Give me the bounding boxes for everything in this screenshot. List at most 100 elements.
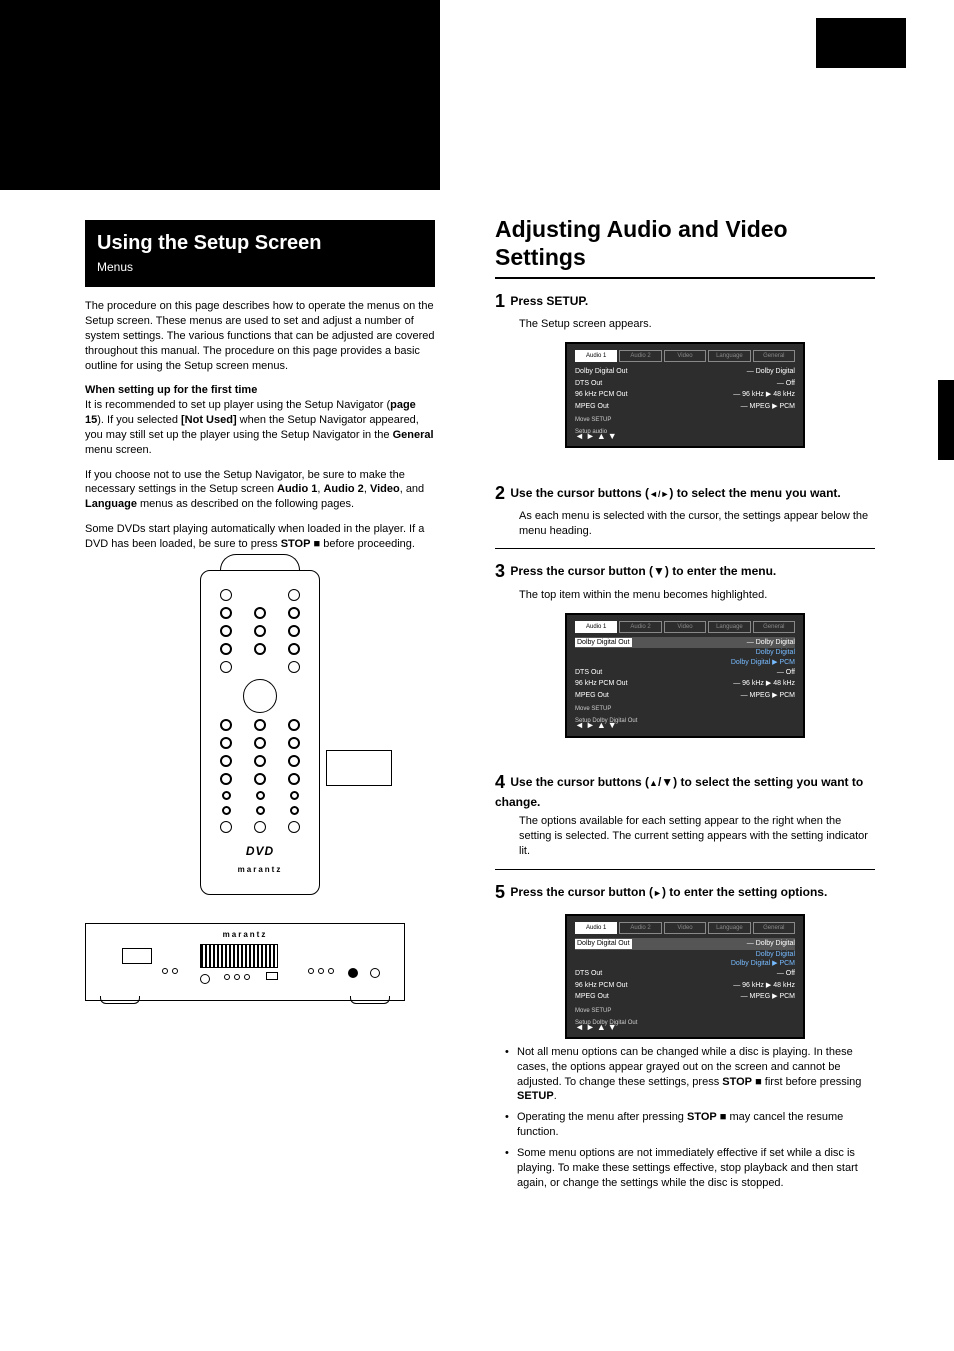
step-2-body: As each menu is selected with the cursor… <box>495 509 875 539</box>
list-item: Operating the menu after pressing STOP ■… <box>517 1110 875 1140</box>
screen-tab: Audio 2 <box>619 922 661 934</box>
text: ■ before proceeding. <box>310 538 415 550</box>
section-subtitle: Menus <box>97 259 423 275</box>
text: ) to select the menu you want. <box>669 486 840 500</box>
screen-row: 96 kHz PCM Out— 96 kHz ▶ 48 kHz <box>575 678 795 689</box>
text: . <box>554 1090 557 1102</box>
page-corner-tab <box>816 18 906 68</box>
screen-tab: Video <box>664 621 706 633</box>
nav-icons: ◄►▲▼ <box>575 1021 619 1033</box>
step-2-head: 2 Use the cursor buttons () to select th… <box>495 481 875 505</box>
section-title: Using the Setup Screen <box>97 230 423 257</box>
arrow-lr-icon <box>649 486 669 500</box>
screen-row: DTS Out— Off <box>575 968 795 979</box>
button-ref: STOP <box>722 1076 752 1088</box>
text: , and <box>400 483 424 495</box>
screen-tab: Audio 2 <box>619 621 661 633</box>
intro-paragraph: The procedure on this page describes how… <box>85 299 435 373</box>
screen-option: Dolby Digital ▶ PCM <box>575 658 795 667</box>
text: Use the cursor buttons ( <box>510 486 649 500</box>
text: ) to enter the setting options. <box>662 885 827 899</box>
step-5-head: 5 Press the cursor button () to enter th… <box>495 880 875 904</box>
button-ref: STOP <box>281 538 311 550</box>
step-1-head: 1 Press SETUP. <box>495 289 875 313</box>
title-line: Settings <box>495 244 586 270</box>
text: menu screen. <box>85 444 152 456</box>
setup-screen-a: Audio 1Audio 2VideoLanguageGeneral Dolby… <box>565 342 805 448</box>
screen-tab: Audio 1 <box>575 621 617 633</box>
screen-tab: Audio 1 <box>575 922 617 934</box>
screen-row: MPEG Out— MPEG ▶ PCM <box>575 991 795 1002</box>
screen-tab: Video <box>664 350 706 362</box>
screen-row: Dolby Digital Out— Dolby Digital <box>575 938 795 949</box>
step-3-body: The top item within the menu becomes hig… <box>495 588 875 603</box>
text: Use the cursor buttons ( <box>510 775 649 789</box>
screen-option: Dolby Digital <box>575 648 795 657</box>
first-time-p1: It is recommended to set up player using… <box>85 398 435 457</box>
text: ). If you selected <box>97 414 181 426</box>
screen-row: MPEG Out— MPEG ▶ PCM <box>575 401 795 412</box>
screen-row: 96 kHz PCM Out— 96 kHz ▶ 48 kHz <box>575 389 795 400</box>
text: Press the cursor button (▼) to enter the… <box>510 564 776 578</box>
dvd-logo: DVD <box>209 843 311 859</box>
setup-screen-c: Audio 1Audio 2VideoLanguageGeneral Dolby… <box>565 914 805 1039</box>
ui-ref: [Not Used] <box>181 414 237 426</box>
nav-icons: ◄►▲▼ <box>575 719 619 731</box>
screen-row: DTS Out— Off <box>575 667 795 678</box>
divider <box>495 548 875 549</box>
section-title-block: Using the Setup Screen Menus <box>85 220 435 287</box>
remote-illustration: DVD marantz <box>160 582 360 895</box>
screen-row: 96 kHz PCM Out— 96 kHz ▶ 48 kHz <box>575 980 795 991</box>
text: Operating the menu after pressing <box>517 1111 687 1123</box>
menu-ref: Language <box>85 498 137 510</box>
arrow-up-icon <box>649 775 658 789</box>
first-time-p2: If you choose not to use the Setup Navig… <box>85 468 435 513</box>
step-title: Press SETUP. <box>510 294 588 308</box>
menu-ref: Video <box>370 483 400 495</box>
step-4-head: 4 Use the cursor buttons (/▼) to select … <box>495 770 875 810</box>
screen-row: DTS Out— Off <box>575 378 795 389</box>
divider <box>495 869 875 870</box>
cursor-pad-icon <box>243 679 277 713</box>
screen-tab: General <box>753 922 795 934</box>
screen-hint: Move SETUP <box>575 1007 795 1015</box>
screen-tab: General <box>753 350 795 362</box>
remote-brand: marantz <box>209 865 311 876</box>
nav-icons: ◄►▲▼ <box>575 430 619 442</box>
screen-hint: Move SETUP <box>575 705 795 713</box>
text: ■ first before pressing <box>752 1076 861 1088</box>
screen-option: Dolby Digital <box>575 950 795 959</box>
panel-dvd-badge <box>122 948 152 964</box>
divider <box>495 277 875 279</box>
screen-row: MPEG Out— MPEG ▶ PCM <box>575 690 795 701</box>
screen-tab: Language <box>708 922 750 934</box>
screen-tab: Audio 1 <box>575 350 617 362</box>
button-ref: SETUP <box>517 1090 554 1102</box>
arrow-right-icon <box>653 885 662 899</box>
screen-row: Dolby Digital Out— Dolby Digital <box>575 637 795 648</box>
screen-tab: Audio 2 <box>619 350 661 362</box>
screen-tab: Language <box>708 350 750 362</box>
text: It is recommended to set up player using… <box>85 399 390 411</box>
text: menus as described on the following page… <box>137 498 354 510</box>
menu-ref: Audio 1 <box>277 483 317 495</box>
screen-tab: Video <box>664 922 706 934</box>
screen-hint: Move SETUP <box>575 416 795 424</box>
ui-ref: General <box>393 429 434 441</box>
menu-ref: Audio 2 <box>323 483 363 495</box>
section-side-tab <box>938 380 954 460</box>
panel-illustration: marantz <box>85 923 405 1001</box>
panel-display <box>200 944 278 968</box>
step-3-head: 3 Press the cursor button (▼) to enter t… <box>495 559 875 583</box>
screen-tab: Language <box>708 621 750 633</box>
text: Press the cursor button ( <box>510 885 653 899</box>
panel-brand: marantz <box>223 930 268 941</box>
cursor-callout-box <box>326 750 392 786</box>
header-black-block <box>0 0 440 190</box>
first-time-p3: Some DVDs start playing automatically wh… <box>85 522 435 552</box>
title-line: Adjusting Audio and Video <box>495 216 788 242</box>
step-4-body: The options available for each setting a… <box>495 814 875 859</box>
page-title: Adjusting Audio and Video Settings <box>495 216 875 271</box>
screen-option: Dolby Digital ▶ PCM <box>575 959 795 968</box>
button-ref: STOP <box>687 1111 717 1123</box>
